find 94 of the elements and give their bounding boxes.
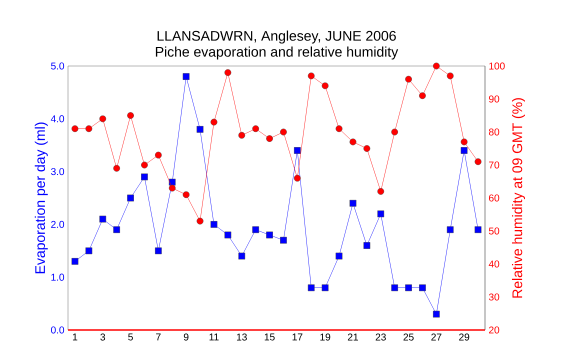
x-tick-label: 19 [320, 334, 330, 341]
point [141, 173, 148, 180]
y-tick-label: 3.0 [51, 168, 64, 176]
point [252, 226, 260, 234]
point [182, 73, 190, 80]
point [182, 191, 190, 198]
point [474, 158, 482, 166]
point [72, 258, 78, 265]
point [363, 242, 370, 249]
y2-tick-label: 50 [488, 227, 500, 235]
y2-tick-label: 80 [488, 128, 500, 136]
y-tick-label: 0.0 [51, 326, 64, 334]
point [391, 128, 398, 136]
point [154, 152, 162, 158]
point [210, 221, 218, 228]
point [446, 226, 454, 234]
point [322, 82, 329, 90]
point [224, 232, 232, 238]
point [85, 125, 92, 132]
point [141, 162, 148, 168]
y2-tick-label: 40 [488, 260, 500, 268]
point [280, 128, 287, 136]
point [432, 310, 440, 318]
point [238, 252, 246, 260]
y-tick-label: 2.0 [51, 220, 64, 228]
x-tick-label: 11 [210, 334, 219, 340]
point [168, 184, 176, 192]
x-tick-label: 23 [376, 334, 386, 341]
y2-tick-label: 90 [488, 95, 500, 103]
point [377, 210, 384, 218]
point [154, 247, 162, 254]
x-tick-label: 29 [459, 334, 470, 341]
y2-tick-label: 100 [489, 62, 505, 70]
y2-tick-label: 60 [489, 194, 500, 202]
y-tick-label: 1.0 [51, 274, 64, 281]
y-tick-label: 5.0 [51, 62, 64, 70]
point [363, 145, 370, 152]
point [168, 178, 176, 186]
point [294, 147, 301, 154]
point [322, 284, 329, 292]
point [294, 174, 301, 182]
point [419, 92, 426, 100]
point [308, 72, 315, 80]
y-tick-label: 4.0 [50, 115, 64, 122]
point [377, 188, 384, 195]
x-tick-label: 5 [128, 334, 133, 340]
y2-tick-label: 30 [488, 293, 500, 301]
point [72, 125, 78, 132]
point [460, 147, 468, 154]
point [432, 62, 440, 70]
point [405, 76, 412, 83]
point [474, 226, 482, 234]
x-tick-label: 1 [72, 334, 78, 340]
point [308, 284, 315, 292]
y2-tick-label: 20 [489, 326, 500, 334]
x-tick-label: 21 [348, 334, 358, 340]
y2-tick-label: 70 [489, 161, 500, 169]
x-tick-label: 13 [236, 334, 247, 341]
chart-subtitle: Piche evaporation and relative humidity [156, 46, 398, 60]
point [280, 236, 287, 244]
point [224, 69, 232, 76]
x-tick-label: 25 [404, 334, 414, 341]
point [99, 115, 106, 122]
point [196, 126, 204, 133]
point [266, 135, 273, 142]
point [350, 138, 356, 146]
x-tick-label: 3 [100, 334, 106, 341]
point [196, 218, 204, 224]
point [460, 138, 468, 146]
point [210, 118, 218, 126]
chart-title: LLANSADWRN, Anglesey, JUNE 2006 [158, 30, 396, 44]
point [350, 200, 356, 207]
point [266, 232, 273, 238]
point [336, 252, 342, 260]
x-tick-label: 7 [156, 334, 161, 340]
point [113, 226, 120, 234]
point [336, 125, 342, 132]
point [405, 284, 412, 292]
point [391, 284, 398, 292]
y2-axis-title: Relative humidity at 09 GMT (%) [512, 98, 525, 298]
point [446, 72, 454, 80]
point [85, 247, 92, 254]
point [127, 194, 134, 202]
x-tick-label: 15 [264, 334, 275, 340]
x-tick-label: 9 [184, 334, 188, 341]
x-tick-label: 27 [431, 334, 442, 340]
x-tick-label: 17 [292, 334, 302, 340]
y-axis-title: Evaporation per day (ml) [34, 122, 48, 274]
point [99, 216, 106, 223]
point [419, 284, 426, 292]
point [127, 112, 134, 119]
point [113, 164, 120, 172]
point [252, 125, 260, 132]
point [238, 132, 246, 139]
